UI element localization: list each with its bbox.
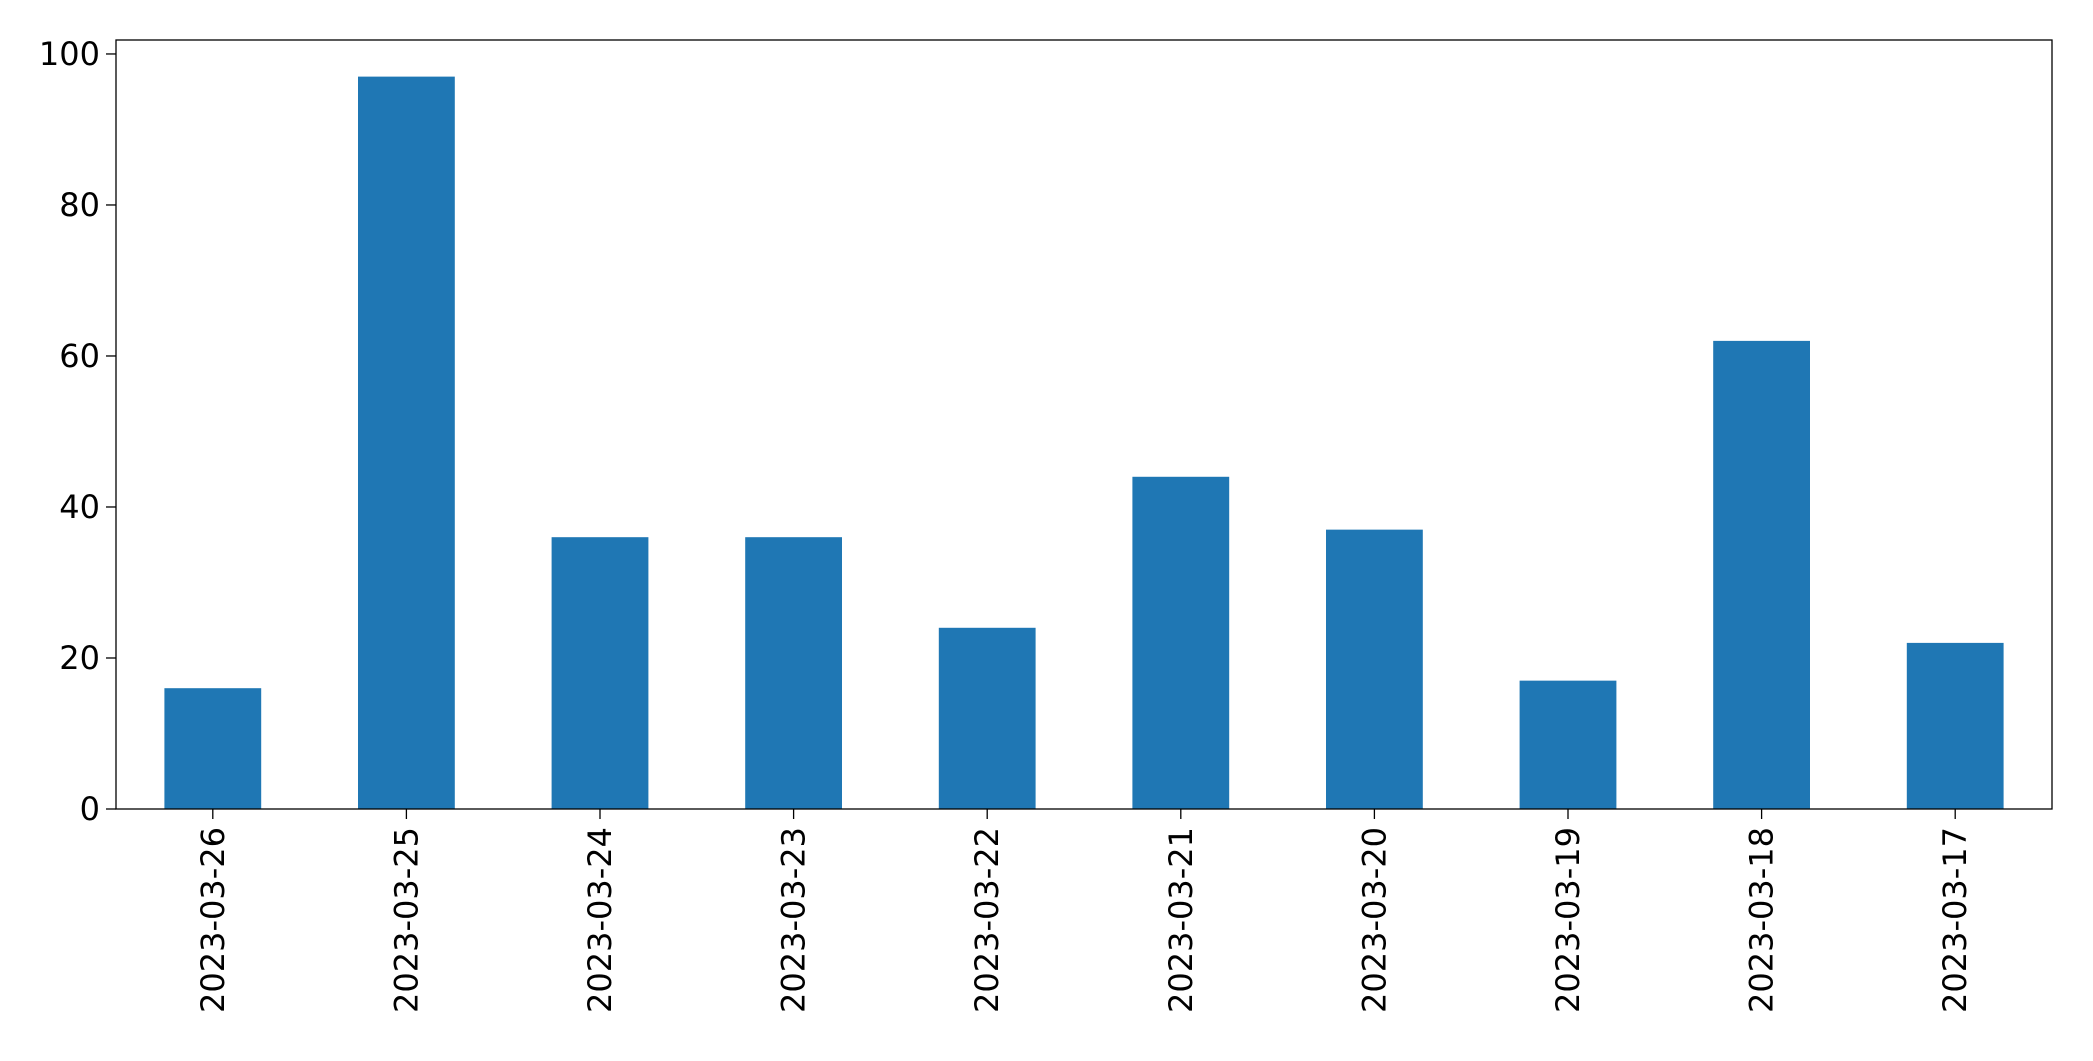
y-tick-label: 80 (59, 186, 100, 224)
x-tick-label: 2023-03-25 (387, 827, 425, 1013)
y-tick-label: 20 (59, 639, 100, 677)
bar (551, 537, 649, 809)
x-tick-label: 2023-03-22 (968, 827, 1006, 1013)
bar (1326, 529, 1423, 809)
y-tick-label: 100 (39, 35, 100, 73)
x-tick-label: 2023-03-18 (1743, 827, 1781, 1013)
y-tick-label: 60 (59, 337, 100, 375)
bar (1519, 680, 1617, 809)
bar (938, 627, 1036, 809)
bar (164, 688, 262, 809)
x-tick-label: 2023-03-21 (1162, 827, 1200, 1013)
y-tick-label: 0 (80, 790, 100, 828)
x-tick-label: 2023-03-26 (194, 827, 232, 1013)
bar (745, 537, 842, 809)
x-tick-label: 2023-03-24 (581, 827, 619, 1013)
x-tick-label: 2023-03-17 (1936, 827, 1974, 1013)
x-tick-label: 2023-03-23 (775, 827, 813, 1013)
bar (1132, 476, 1230, 809)
bar (358, 76, 455, 810)
bar (1713, 340, 1810, 809)
y-tick-label: 40 (59, 488, 100, 526)
bar (1906, 642, 2004, 809)
x-tick-label: 2023-03-19 (1549, 827, 1587, 1013)
x-tick-label: 2023-03-20 (1355, 827, 1393, 1013)
plot-frame (115, 39, 2053, 810)
